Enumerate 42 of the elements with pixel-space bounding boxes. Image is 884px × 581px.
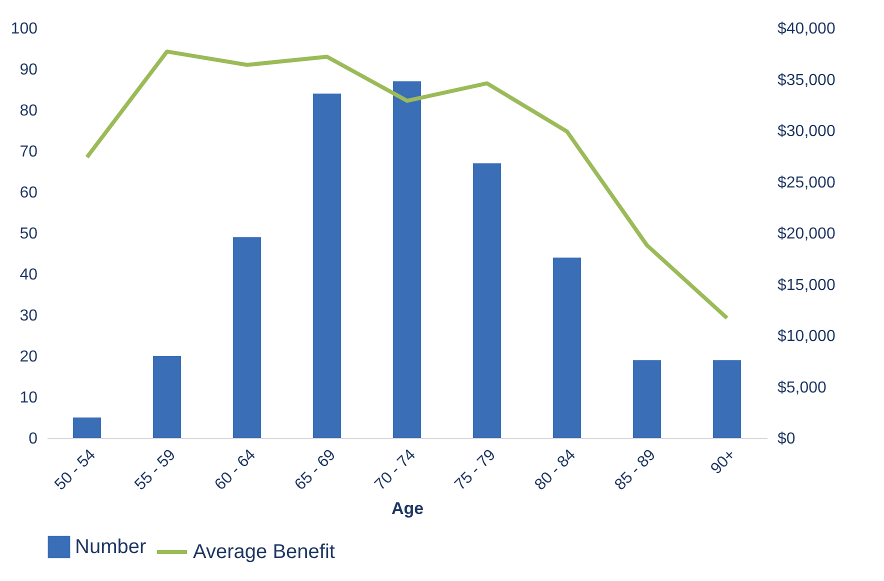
y-tick-label: 0 [28,430,38,448]
x-tick-label: 85 - 89 [612,446,660,494]
y2-tick-label: $0 [778,430,796,448]
y-tick-label: 10 [20,390,38,406]
y-tick-label: 20 [20,348,38,366]
y-tick-label: 80 [20,102,38,120]
y2-tick-label: $30,000 [778,123,836,140]
x-tick-label: 55 - 59 [132,446,180,494]
legend-label: Average Benefit [193,541,336,563]
bar [233,237,261,438]
bar [73,418,101,438]
x-tick-label: 75 - 79 [452,446,500,494]
y2-tick-label: $20,000 [778,226,836,242]
bar [633,360,661,438]
y-tick-label: 100 [10,20,38,38]
y-tick-label: 30 [20,308,38,324]
bar [313,94,341,438]
y-tick-label: 40 [20,266,38,284]
x-axis-title: Age [391,499,424,518]
bar [553,258,581,438]
bar [393,81,421,438]
bar [473,163,501,438]
x-tick-label: 80 - 84 [532,446,580,494]
x-tick-label: 70 - 74 [372,446,420,494]
y-tick-label: 70 [20,144,38,160]
y-tick-label: 90 [20,62,38,78]
y2-tick-label: $10,000 [778,328,836,345]
legend-label: Number [75,536,146,558]
x-tick-label: 50 - 54 [52,446,100,494]
bar [713,360,741,438]
x-tick-label: 65 - 69 [292,446,340,494]
y2-tick-label: $5,000 [778,379,827,396]
y2-tick-label: $15,000 [778,276,836,294]
bar [153,356,181,438]
y2-tick-label: $25,000 [778,174,836,192]
x-tick-label: 60 - 64 [212,446,260,494]
y-tick-label: 60 [20,184,38,202]
y2-tick-label: $40,000 [778,20,836,38]
y-tick-label: 50 [20,226,38,242]
x-tick-label: 90+ [708,446,740,478]
y2-tick-label: $35,000 [778,72,836,89]
line-series [85,50,729,320]
